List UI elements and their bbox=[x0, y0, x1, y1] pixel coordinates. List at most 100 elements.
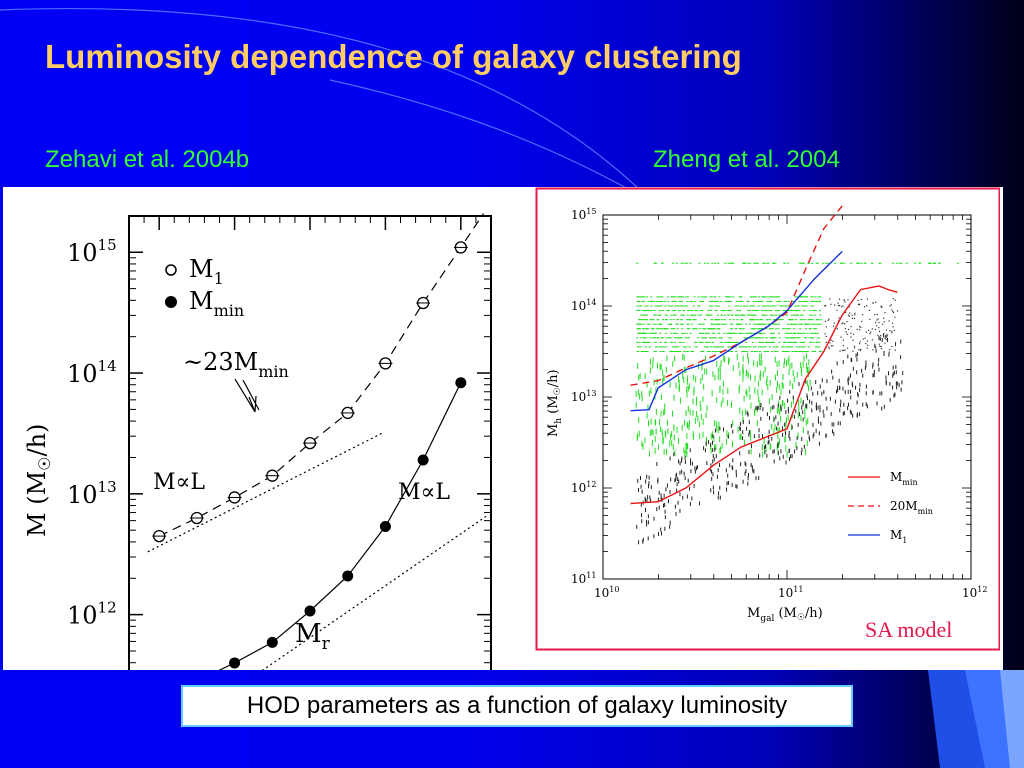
scatter-mark bbox=[828, 318, 830, 320]
scatter-mark bbox=[852, 350, 854, 352]
y-tick-label: 1014 bbox=[67, 357, 117, 388]
scatter-mark bbox=[824, 320, 827, 322]
scatter-mark bbox=[872, 349, 874, 351]
scatter-mark bbox=[850, 332, 852, 334]
ml-left-annotation: M∝L bbox=[153, 470, 205, 495]
scatter-mark bbox=[861, 320, 863, 322]
scatter-mark bbox=[856, 328, 858, 331]
scatter-mark bbox=[892, 312, 895, 314]
scatter-mark bbox=[888, 351, 891, 353]
scatter-mark bbox=[825, 304, 827, 307]
scatter-mark bbox=[844, 323, 846, 325]
scatter-mark bbox=[889, 349, 891, 351]
scatter-mark bbox=[863, 306, 866, 308]
scatter-mark bbox=[837, 320, 839, 322]
scatter-mark bbox=[852, 339, 854, 341]
sa-model-label: SA model bbox=[865, 617, 952, 642]
x-axis-label: Mr bbox=[295, 619, 331, 654]
scatter-mark bbox=[883, 333, 885, 335]
scatter-mark bbox=[893, 329, 896, 332]
scatter-mark bbox=[891, 345, 893, 348]
scatter-mark bbox=[858, 343, 861, 345]
m1-curve bbox=[630, 250, 843, 412]
scatter-mark bbox=[838, 317, 840, 319]
legend-mmin-label: Mmin bbox=[189, 287, 244, 320]
scatter-mark bbox=[839, 350, 841, 352]
scatter-mark bbox=[846, 333, 848, 335]
scatter-mark bbox=[832, 340, 834, 342]
y-tick-label: 1012 bbox=[67, 599, 117, 630]
scatter-mark bbox=[854, 312, 856, 314]
scatter-mark bbox=[857, 299, 859, 302]
scatter-mark bbox=[868, 309, 871, 311]
scatter-mark bbox=[840, 336, 842, 338]
scatter-mark bbox=[896, 310, 899, 312]
data-points bbox=[152, 241, 468, 669]
x-tick-label: 1010 bbox=[594, 585, 619, 600]
scatter-mark bbox=[857, 303, 859, 305]
y-tick-label: 1015 bbox=[571, 207, 596, 222]
right-subtitle: Zheng et al. 2004 bbox=[653, 146, 840, 173]
legend-m1-marker bbox=[165, 264, 177, 276]
scatter-mark bbox=[827, 319, 829, 321]
scatter-mark bbox=[894, 316, 896, 318]
scatter-mark bbox=[885, 338, 887, 341]
scatter-mark bbox=[848, 328, 850, 331]
mmin-point bbox=[455, 377, 467, 389]
scatter-mark bbox=[874, 328, 876, 331]
scatter-mark bbox=[884, 342, 886, 344]
y-tick-label: 1013 bbox=[571, 389, 596, 404]
scatter-mark bbox=[871, 328, 873, 330]
scatter-mark bbox=[854, 314, 856, 316]
scatter-mark bbox=[883, 317, 885, 319]
scatter-mark bbox=[886, 334, 888, 337]
scatter-mark bbox=[880, 334, 882, 337]
scatter-mark bbox=[890, 304, 892, 306]
legend-m1-label: M1 bbox=[890, 528, 907, 545]
scatter-mark bbox=[843, 349, 845, 352]
scatter-mark bbox=[848, 306, 850, 308]
scatter-mark bbox=[841, 349, 843, 351]
scatter-mark bbox=[880, 306, 883, 308]
figure-caption: HOD parameters as a function of galaxy l… bbox=[181, 685, 853, 727]
scatter-mark bbox=[859, 341, 861, 343]
scatter-mark bbox=[862, 338, 864, 340]
y-tick-label: 1013 bbox=[67, 478, 117, 509]
scatter-mark bbox=[846, 347, 849, 349]
scatter-mark bbox=[842, 345, 845, 347]
scatter-mark bbox=[879, 345, 881, 347]
mmin-point bbox=[229, 657, 241, 669]
scatter-mark bbox=[878, 343, 880, 345]
scatter-mark bbox=[876, 313, 878, 316]
x-tick-label: 1012 bbox=[962, 585, 987, 600]
scatter-mark bbox=[837, 304, 840, 307]
scatter-mark bbox=[848, 314, 850, 316]
axis-ticks bbox=[602, 214, 972, 580]
ratio-annotation: ~23Mmin bbox=[183, 348, 289, 381]
scatter-mark bbox=[859, 329, 861, 331]
scatter-mark bbox=[848, 315, 850, 318]
scatter-mark bbox=[880, 345, 882, 348]
scatter-mark bbox=[888, 320, 890, 322]
legend-20mmin-label: 20Mmin bbox=[890, 499, 933, 516]
scatter-mark bbox=[891, 322, 894, 324]
scatter-mark bbox=[853, 347, 856, 349]
ratio-arrow bbox=[234, 378, 260, 413]
scatter-mark bbox=[833, 322, 835, 324]
scatter-mark bbox=[885, 329, 887, 331]
scatter-mark bbox=[892, 298, 894, 300]
scatter-mark bbox=[846, 321, 848, 323]
legend-mmin-label: Mmin bbox=[890, 470, 918, 487]
scatter-mark bbox=[847, 299, 849, 301]
scatter-mark bbox=[874, 314, 876, 316]
scatter-mark bbox=[841, 306, 843, 308]
scatter-mark bbox=[845, 311, 847, 313]
mmin-point bbox=[379, 520, 391, 532]
scatter-mark bbox=[825, 341, 827, 343]
scatter-mark bbox=[892, 310, 894, 313]
scatter-mark bbox=[828, 346, 830, 348]
